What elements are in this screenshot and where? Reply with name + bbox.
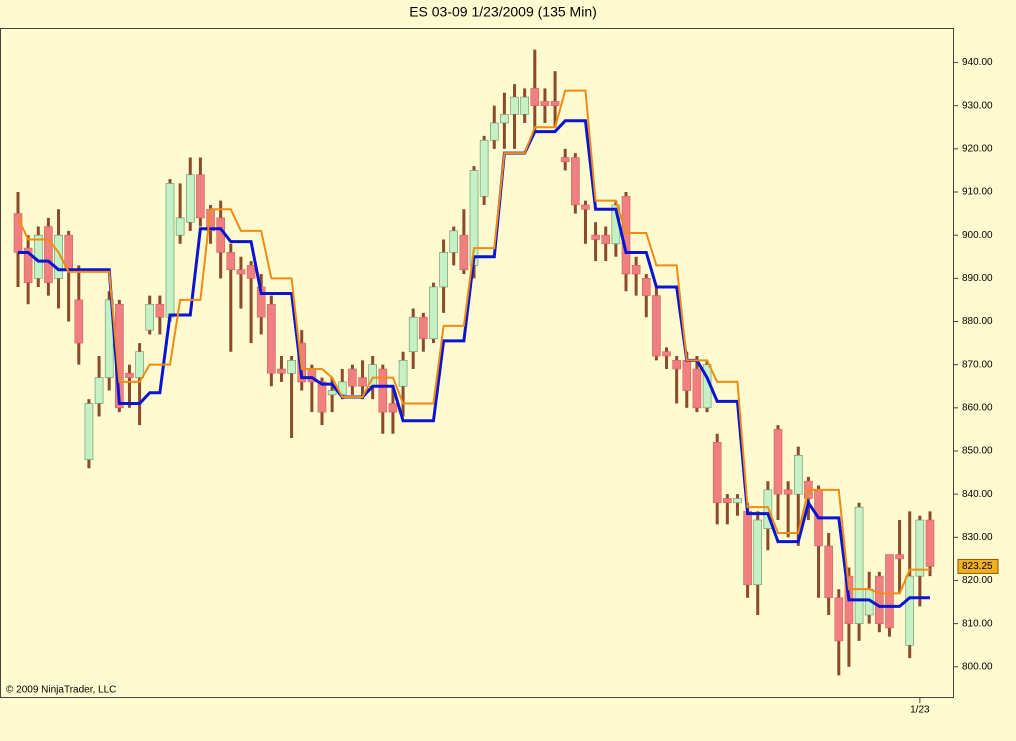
last-price-label: 823.25 bbox=[962, 561, 993, 572]
candle-body-up bbox=[905, 575, 915, 646]
candle-body-down bbox=[783, 489, 793, 495]
candle-body-up bbox=[145, 303, 155, 331]
candle-body-up bbox=[135, 351, 144, 378]
candle-body-up bbox=[500, 114, 509, 124]
candle-body-down bbox=[216, 217, 225, 253]
candle-body-down bbox=[662, 351, 671, 357]
candle-body-down bbox=[712, 442, 722, 504]
candle-body-down bbox=[885, 554, 894, 629]
indicator-line bbox=[17, 89, 930, 595]
y-tick-label: 860.00 bbox=[962, 402, 993, 413]
candle-body-down bbox=[196, 174, 205, 219]
y-tick-label: 900.00 bbox=[962, 230, 993, 241]
candle-body-up bbox=[510, 96, 519, 115]
candle-body-down bbox=[236, 269, 246, 275]
candle-body-up bbox=[915, 519, 925, 577]
candle-body-down bbox=[226, 252, 236, 271]
y-tick-label: 920.00 bbox=[962, 143, 993, 154]
candle-body-up bbox=[408, 316, 418, 353]
candle-body-down bbox=[125, 372, 134, 378]
candle-body-down bbox=[44, 226, 53, 283]
candle-body-up bbox=[429, 286, 438, 340]
candle-body-down bbox=[540, 101, 550, 106]
candle-body-down bbox=[348, 368, 357, 387]
candle-body-down bbox=[682, 360, 692, 391]
candle-body-up bbox=[520, 96, 529, 115]
candle-body-down bbox=[388, 403, 398, 413]
last-price-tag bbox=[957, 558, 999, 574]
y-tick-label: 800.00 bbox=[962, 661, 993, 672]
candle-body-up bbox=[175, 217, 185, 236]
candle-body-down bbox=[560, 157, 570, 163]
candle-body-down bbox=[74, 299, 84, 344]
x-tick-label: 1/23 bbox=[910, 705, 930, 716]
candle-body-down bbox=[875, 575, 884, 624]
y-tick-label: 850.00 bbox=[962, 446, 993, 457]
candle-body-down bbox=[925, 519, 935, 567]
candle-body-up bbox=[327, 390, 337, 396]
candle-body-up bbox=[854, 506, 864, 624]
candle-body-down bbox=[419, 316, 428, 340]
y-tick-label: 810.00 bbox=[962, 618, 993, 629]
y-tick-label: 890.00 bbox=[962, 273, 993, 284]
candle-body-down bbox=[267, 303, 276, 374]
candle-body-down bbox=[834, 597, 844, 642]
candle-body-down bbox=[895, 554, 904, 560]
candle-body-down bbox=[378, 368, 388, 413]
y-tick-label: 820.00 bbox=[962, 575, 993, 586]
candle-body-up bbox=[439, 252, 448, 288]
candle-body-down bbox=[692, 368, 702, 409]
y-tick-label: 910.00 bbox=[962, 187, 993, 198]
candle-body-down bbox=[358, 377, 367, 387]
candle-body-down bbox=[591, 234, 600, 240]
candle-body-down bbox=[773, 429, 783, 495]
candle-body-down bbox=[459, 234, 469, 271]
candle-body-down bbox=[530, 88, 540, 106]
candle-body-down bbox=[743, 511, 752, 586]
indicator-line bbox=[18, 119, 930, 608]
candle-body-up bbox=[398, 360, 408, 387]
candle-body-down bbox=[581, 204, 590, 210]
y-tick-label: 830.00 bbox=[962, 532, 993, 543]
candle-body-up bbox=[449, 230, 459, 253]
candle-body-up bbox=[753, 519, 763, 586]
candle-body-down bbox=[672, 360, 681, 370]
copyright: © 2009 NinjaTrader, LLC bbox=[6, 685, 116, 696]
y-tick-label: 880.00 bbox=[962, 316, 993, 327]
y-tick-label: 930.00 bbox=[962, 100, 993, 111]
candle-body-down bbox=[601, 234, 611, 245]
candle-body-up bbox=[94, 377, 104, 404]
candle-body-down bbox=[23, 247, 33, 283]
plot-frame bbox=[0, 28, 954, 698]
candle-body-up bbox=[185, 174, 195, 223]
candle-body-up bbox=[84, 403, 94, 460]
candle-body-down bbox=[571, 157, 580, 206]
candle-body-down bbox=[155, 303, 165, 318]
candle-body-up bbox=[733, 498, 742, 504]
candle-body-down bbox=[277, 368, 286, 374]
candle-body-down bbox=[652, 295, 661, 357]
candle-body-up bbox=[287, 360, 296, 374]
candle-body-down bbox=[631, 265, 641, 275]
candle-body-down bbox=[824, 545, 833, 599]
y-tick-label: 870.00 bbox=[962, 359, 993, 370]
candle-body-down bbox=[550, 101, 560, 106]
candle-body-down bbox=[641, 278, 651, 296]
candle-body-up bbox=[54, 234, 63, 279]
y-tick-label: 940.00 bbox=[962, 57, 993, 68]
chart-title: ES 03-09 1/23/2009 (135 Min) bbox=[409, 4, 597, 20]
candle-body-down bbox=[246, 265, 256, 279]
y-tick-label: 840.00 bbox=[962, 489, 993, 500]
candle-body-up bbox=[793, 454, 803, 495]
candle-body-up bbox=[489, 122, 499, 141]
candle-body-down bbox=[317, 381, 327, 413]
candle-body-up bbox=[479, 139, 489, 197]
candle-body-up bbox=[165, 183, 175, 318]
candle-body-down bbox=[723, 498, 732, 504]
